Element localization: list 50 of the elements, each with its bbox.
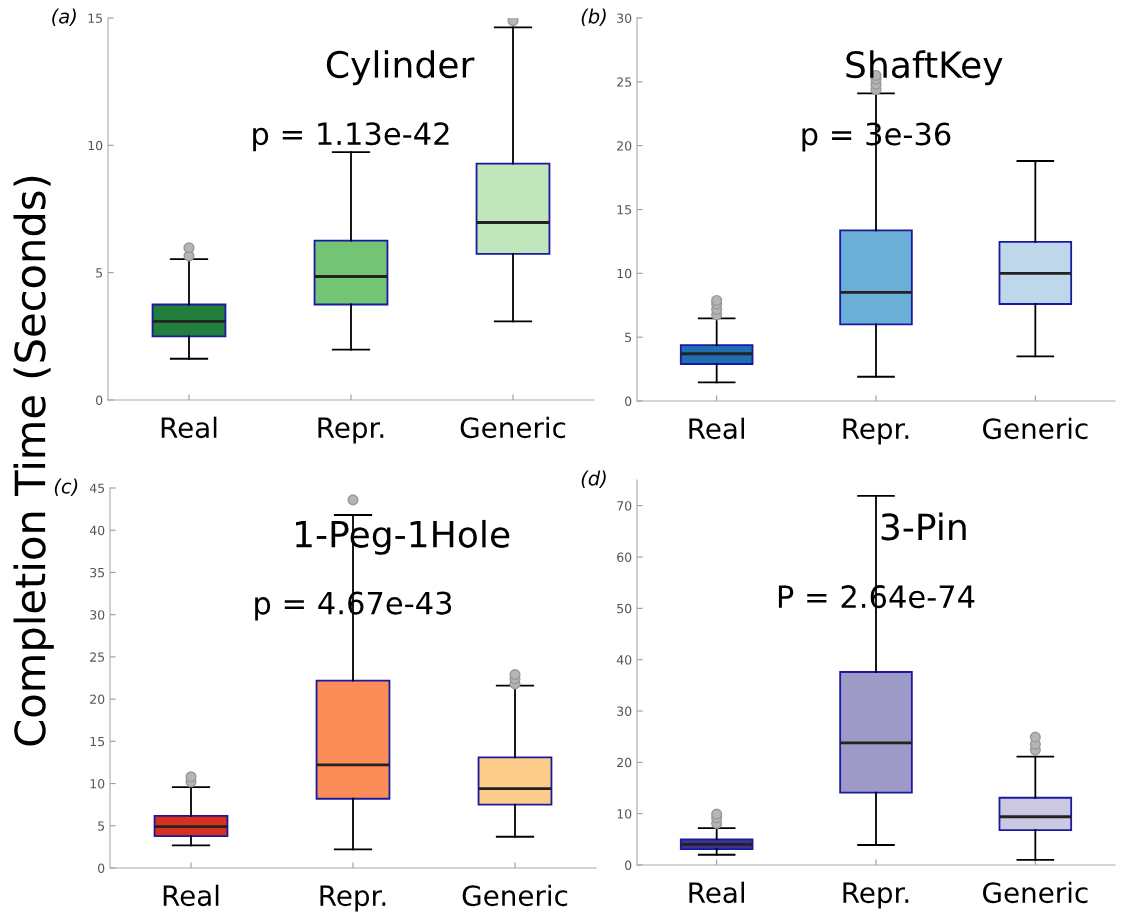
x-tick-label: Repr. bbox=[320, 885, 386, 912]
y-tick-label: 25 bbox=[90, 652, 105, 662]
x-tick-label: Real bbox=[689, 881, 744, 904]
y-tick-label: 0 bbox=[96, 395, 103, 405]
text: ShaftKey bbox=[846, 50, 1003, 86]
y-tick-label: 60 bbox=[617, 552, 632, 562]
x-tick-label: Generic bbox=[462, 884, 568, 907]
x-tick-label: Generic bbox=[983, 417, 1088, 440]
x-tick-label: Repr. bbox=[843, 882, 909, 909]
y-tick-label: 10 bbox=[617, 809, 632, 819]
y-tick-label: 5 bbox=[625, 332, 632, 343]
y-tick-label: 15 bbox=[90, 736, 105, 747]
text: (d) bbox=[581, 470, 606, 488]
y-tick-label: 50 bbox=[617, 603, 632, 614]
y-tick-label: 30 bbox=[617, 706, 632, 716]
annotation: p = 1.13e-42 bbox=[253, 122, 449, 152]
y-tick-label: 10 bbox=[617, 268, 632, 279]
y-tick-label: 0 bbox=[625, 860, 632, 870]
x-tick-label: Repr. bbox=[318, 417, 384, 444]
y-tick-label: 30 bbox=[90, 610, 105, 620]
y-tick-label: 70 bbox=[617, 501, 632, 511]
text: Cylinder bbox=[326, 50, 475, 86]
y-tick-label: 0 bbox=[625, 396, 632, 406]
text: (a) bbox=[52, 8, 76, 26]
y-tick-label: 15 bbox=[88, 13, 103, 23]
y-tick-label: 35 bbox=[90, 567, 105, 578]
y-tick-label: 25 bbox=[617, 77, 632, 87]
y-tick-label: 10 bbox=[88, 140, 103, 151]
y-tick-label: 20 bbox=[617, 141, 632, 151]
y-tick-label: 10 bbox=[90, 779, 105, 789]
x-tick-label: Repr. bbox=[843, 418, 909, 445]
text: (c) bbox=[54, 478, 78, 496]
y-axis-title: Completion Time (Seconds) bbox=[13, 176, 54, 746]
y-tick-label: 40 bbox=[616, 655, 632, 665]
y-tick-label: 45 bbox=[89, 483, 105, 493]
annotation: (b) bbox=[581, 8, 606, 26]
y-tick-label: 5 bbox=[96, 268, 103, 278]
x-tick-label: Real bbox=[689, 417, 744, 440]
y-tick-label: 20 bbox=[90, 694, 105, 705]
x-tick-label: Real bbox=[163, 884, 219, 907]
y-tick-label: 0 bbox=[98, 863, 105, 873]
x-tick-label: Generic bbox=[983, 881, 1088, 904]
text: 3-Pin bbox=[881, 512, 966, 541]
x-tick-label: Real bbox=[161, 416, 217, 439]
x-tick-label: Generic bbox=[460, 416, 566, 439]
y-tick-label: 20 bbox=[617, 757, 632, 768]
y-tick-label: 5 bbox=[98, 821, 105, 831]
y-tick-label: 40 bbox=[89, 525, 105, 536]
y-tick-label: 15 bbox=[617, 205, 632, 215]
y-tick-label: 30 bbox=[617, 13, 632, 23]
